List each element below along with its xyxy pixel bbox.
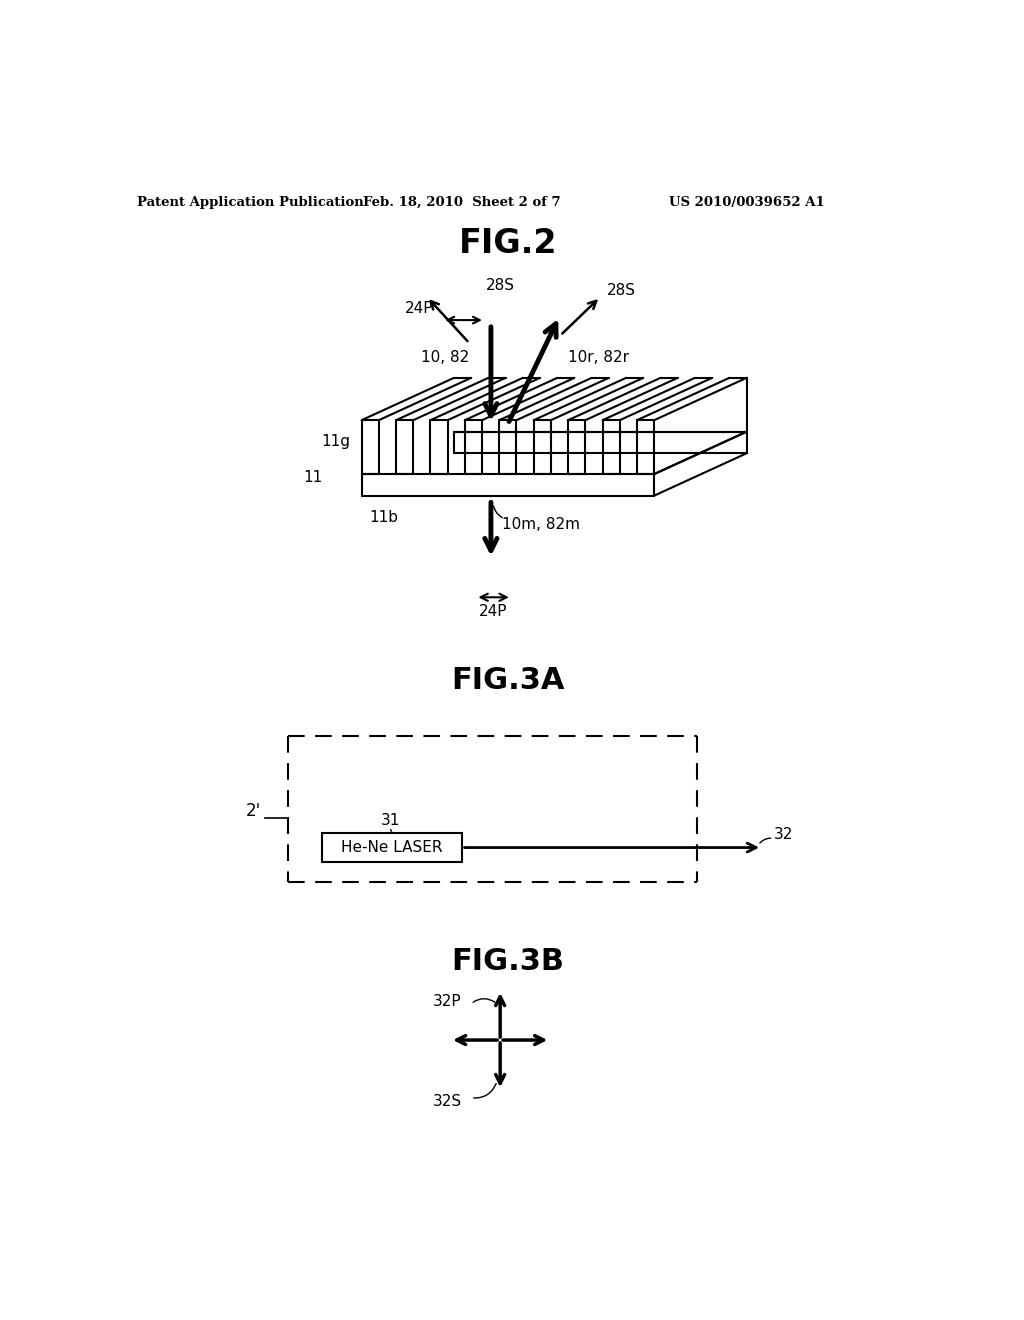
Text: 24P: 24P <box>479 603 508 619</box>
Text: 28S: 28S <box>606 284 636 298</box>
Text: 24P: 24P <box>404 301 433 315</box>
Text: 10r, 82r: 10r, 82r <box>568 350 629 364</box>
Text: 11g: 11g <box>321 434 350 449</box>
Text: 32S: 32S <box>432 1094 462 1109</box>
Text: 10, 82: 10, 82 <box>421 350 469 364</box>
Text: FIG.2: FIG.2 <box>459 227 557 260</box>
Text: 32: 32 <box>773 826 793 842</box>
Text: 10m, 82m: 10m, 82m <box>503 517 581 532</box>
Text: Feb. 18, 2010  Sheet 2 of 7: Feb. 18, 2010 Sheet 2 of 7 <box>362 195 560 209</box>
Text: US 2010/0039652 A1: US 2010/0039652 A1 <box>669 195 824 209</box>
Text: He-Ne LASER: He-Ne LASER <box>341 840 442 855</box>
Text: 2': 2' <box>246 803 261 820</box>
Text: 32P: 32P <box>433 994 462 1008</box>
Text: 28S: 28S <box>485 279 515 293</box>
Text: 11b: 11b <box>370 510 398 525</box>
Text: 31: 31 <box>381 813 400 828</box>
Bar <box>322 833 462 862</box>
Text: FIG.3A: FIG.3A <box>452 667 564 694</box>
Text: FIG.3B: FIG.3B <box>452 946 564 975</box>
Text: Patent Application Publication: Patent Application Publication <box>136 195 364 209</box>
Text: 11: 11 <box>304 470 323 486</box>
